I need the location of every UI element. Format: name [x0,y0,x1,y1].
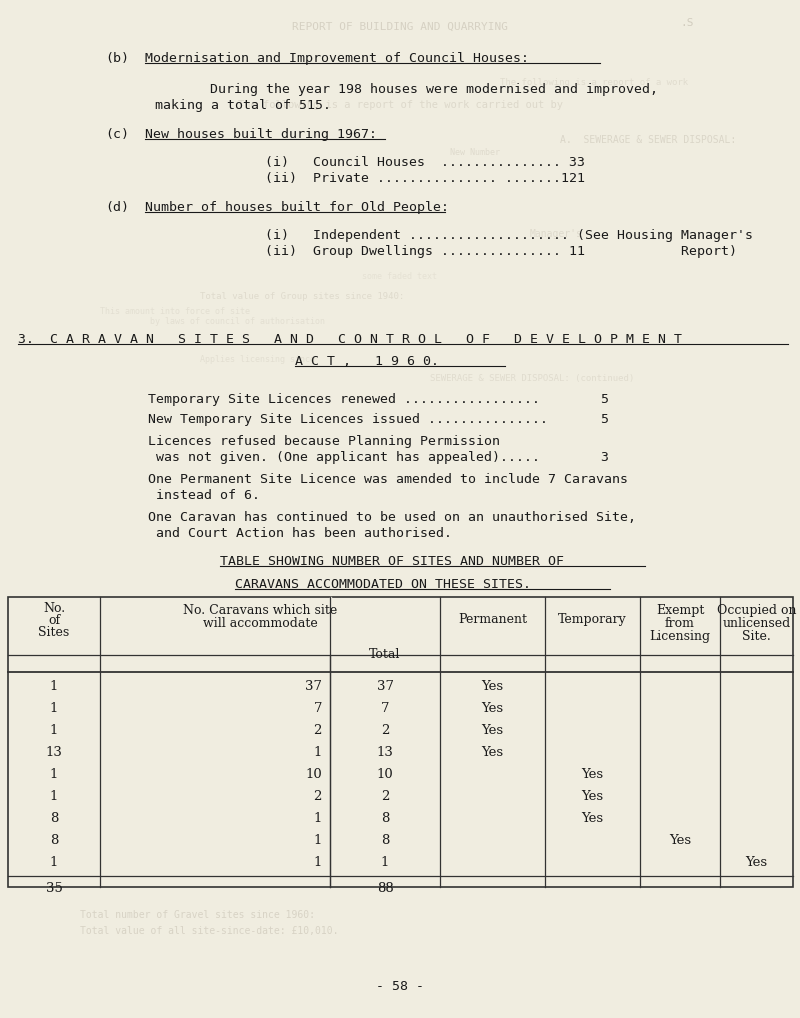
Text: The following is a report of a work: The following is a report of a work [500,78,688,87]
Text: Licences refused because Planning Permission: Licences refused because Planning Permis… [148,435,500,448]
Text: 3.  C A R A V A N   S I T E S   A N D   C O N T R O L   O F   D E V E L O P M E : 3. C A R A V A N S I T E S A N D C O N T… [18,333,682,346]
Text: 8: 8 [50,812,58,825]
Text: (c): (c) [105,128,129,142]
Text: 5: 5 [600,393,608,406]
Text: 35: 35 [46,882,62,895]
Text: A C T ,   1 9 6 0.: A C T , 1 9 6 0. [295,355,439,367]
Text: No.: No. [43,602,65,615]
Text: Occupied on: Occupied on [717,604,796,617]
Text: 3: 3 [600,451,608,464]
Text: Sites: Sites [38,626,70,639]
Text: 1: 1 [381,856,389,869]
Text: CARAVANS ACCOMMODATED ON THESE SITES.: CARAVANS ACCOMMODATED ON THESE SITES. [235,578,531,591]
Text: (ii)  Group Dwellings ............... 11            Report): (ii) Group Dwellings ............... 11 … [265,245,737,258]
Text: Applies licensing since: Applies licensing since [200,355,315,364]
Text: (ii)  Private ............... .......121: (ii) Private ............... .......121 [265,172,585,185]
Text: Yes: Yes [482,746,503,759]
Text: 37: 37 [305,680,322,693]
Text: 7: 7 [381,702,390,715]
Text: Number of houses built for Old People:: Number of houses built for Old People: [145,201,449,214]
Text: One Permanent Site Licence was amended to include 7 Caravans: One Permanent Site Licence was amended t… [148,473,628,486]
Text: making a total of 515.: making a total of 515. [155,99,331,112]
Text: New Temporary Site Licences issued ...............: New Temporary Site Licences issued .....… [148,413,548,426]
Text: REPORT OF BUILDING AND QUARRYING: REPORT OF BUILDING AND QUARRYING [292,22,508,32]
Bar [8,597,793,887]
Text: 37: 37 [377,680,394,693]
Text: One Caravan has continued to be used on an unauthorised Site,: One Caravan has continued to be used on … [148,511,636,524]
Text: of: of [48,614,60,627]
Text: will accommodate: will accommodate [202,617,318,630]
Text: (i)   Independent .................... (See Housing Manager's: (i) Independent .................... (Se… [265,229,753,242]
Text: 13: 13 [46,746,62,759]
Text: from: from [665,617,695,630]
Text: 7: 7 [314,702,322,715]
Text: Yes: Yes [482,680,503,693]
Text: Temporary Site Licences renewed .................: Temporary Site Licences renewed ........… [148,393,540,406]
Text: (i)   Council Houses  ............... 33: (i) Council Houses ............... 33 [265,156,585,169]
Text: A.  SEWERAGE & SEWER DISPOSAL:: A. SEWERAGE & SEWER DISPOSAL: [560,135,736,145]
Text: 1: 1 [50,856,58,869]
Text: Modernisation and Improvement of Council Houses:: Modernisation and Improvement of Council… [145,52,529,65]
Text: Yes: Yes [582,768,603,781]
Text: Total value of Group sites since 1940:: Total value of Group sites since 1940: [200,292,404,301]
Text: 1: 1 [50,790,58,803]
Text: Yes: Yes [582,812,603,825]
Text: Total: Total [370,648,401,661]
Text: 1: 1 [50,768,58,781]
Text: 2: 2 [381,724,389,737]
Text: Licensing: Licensing [650,630,710,643]
Text: 1: 1 [50,680,58,693]
Text: New houses built during 1967:: New houses built during 1967: [145,128,377,142]
Text: 8: 8 [381,812,389,825]
Text: 8: 8 [50,834,58,847]
Text: 1: 1 [50,724,58,737]
Text: by laws of council of authorisation: by laws of council of authorisation [150,317,325,326]
Text: TABLE SHOWING NUMBER OF SITES AND NUMBER OF: TABLE SHOWING NUMBER OF SITES AND NUMBER… [220,555,564,568]
Text: instead of 6.: instead of 6. [148,489,260,502]
Text: 13: 13 [377,746,394,759]
Text: (b): (b) [105,52,129,65]
Text: (d): (d) [105,201,129,214]
Text: Total value of all site-since-date: £10,010.: Total value of all site-since-date: £10,… [80,926,338,936]
Text: Yes: Yes [669,834,691,847]
Text: 2: 2 [314,790,322,803]
Text: 2: 2 [314,724,322,737]
Text: 88: 88 [377,882,394,895]
Text: Yes: Yes [582,790,603,803]
Text: 1: 1 [314,746,322,759]
Text: 1: 1 [314,856,322,869]
Text: - 58 -: - 58 - [376,980,424,993]
Text: 1: 1 [50,702,58,715]
Text: No. Caravans which site: No. Caravans which site [183,604,337,617]
Text: New Number: New Number [450,148,500,157]
Text: Temporary: Temporary [558,613,627,626]
Text: unlicensed: unlicensed [722,617,790,630]
Text: Yes: Yes [482,702,503,715]
Text: During the year 198 houses were modernised and improved,: During the year 198 houses were modernis… [210,83,658,96]
Text: Exempt: Exempt [656,604,704,617]
Text: some faded text: some faded text [362,272,438,281]
Text: The following is a report of the work carried out by: The following is a report of the work ca… [238,100,562,110]
Text: was not given. (One applicant has appealed).....: was not given. (One applicant has appeal… [148,451,540,464]
Text: SEWERAGE & SEWER DISPOSAL: (continued): SEWERAGE & SEWER DISPOSAL: (continued) [430,374,634,383]
Text: Site.: Site. [742,630,771,643]
Text: Manager's: Manager's [530,229,583,239]
Text: and Court Action has been authorised.: and Court Action has been authorised. [148,527,452,540]
Text: 10: 10 [377,768,394,781]
Text: 1: 1 [314,834,322,847]
Text: 5: 5 [600,413,608,426]
Text: 8: 8 [381,834,389,847]
Text: 2: 2 [381,790,389,803]
Text: .S: .S [680,18,694,29]
Text: Yes: Yes [482,724,503,737]
Text: Permanent: Permanent [458,613,527,626]
Text: 10: 10 [306,768,322,781]
Text: Total number of Gravel sites since 1960:: Total number of Gravel sites since 1960: [80,910,315,920]
Text: This amount into force of site: This amount into force of site [100,307,250,316]
Text: Yes: Yes [746,856,767,869]
Text: 1: 1 [314,812,322,825]
